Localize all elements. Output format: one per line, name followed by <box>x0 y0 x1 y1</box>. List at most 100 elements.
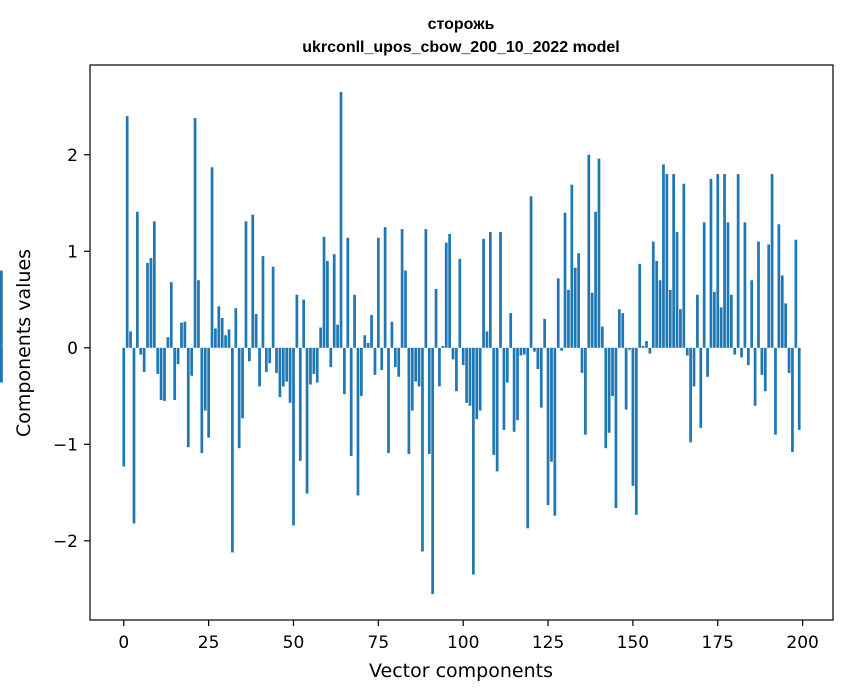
bar-103 <box>472 347 475 575</box>
bar-57 <box>315 347 319 383</box>
bar-143 <box>607 347 611 433</box>
bar-9 <box>152 221 156 348</box>
x-axis-label: Vector components <box>369 660 553 682</box>
bar-45 <box>275 347 278 373</box>
bar-183 <box>743 222 747 348</box>
bar-180 <box>733 347 737 355</box>
bar-undefined <box>0 347 3 383</box>
bar-39 <box>254 314 258 348</box>
bar-119 <box>526 347 530 529</box>
bar-164 <box>679 309 682 348</box>
bar-106 <box>482 238 485 348</box>
bar-5 <box>139 347 143 355</box>
bar-138 <box>590 292 594 348</box>
bar-4 <box>135 211 139 348</box>
bar-66 <box>346 237 350 348</box>
y-axis-label: Components values <box>13 249 35 437</box>
bar-51 <box>295 294 299 348</box>
bar-100 <box>461 347 465 366</box>
bar-75 <box>376 237 380 348</box>
bar-6 <box>142 347 146 372</box>
bar-125 <box>546 347 550 506</box>
bar-89 <box>424 229 428 348</box>
bar-149 <box>628 347 631 350</box>
bar-151 <box>634 347 638 515</box>
bar-187 <box>757 241 760 348</box>
x-tick-label: 100 <box>447 633 479 653</box>
bar-120 <box>529 196 533 348</box>
bar-63 <box>336 324 339 348</box>
bar-0 <box>122 347 126 467</box>
bar-34 <box>237 347 241 449</box>
bar-96 <box>448 233 451 348</box>
bar-154 <box>645 341 648 348</box>
bar-33 <box>234 308 238 348</box>
bar-2 <box>129 331 132 348</box>
bar-19 <box>186 347 190 448</box>
bar-80 <box>393 347 397 368</box>
y-tick-label: 1 <box>67 242 78 262</box>
bar-59 <box>322 236 326 348</box>
bar-140 <box>597 158 601 348</box>
bar-47 <box>281 347 285 387</box>
bar-93 <box>438 347 441 387</box>
bar-186 <box>753 347 757 406</box>
y-tick-label: −2 <box>53 532 78 552</box>
bar-77 <box>383 227 387 348</box>
bar-169 <box>696 294 699 348</box>
bar-8 <box>149 258 153 348</box>
bar-192 <box>774 347 777 435</box>
bar-122 <box>536 347 540 370</box>
bar-111 <box>499 231 502 348</box>
bar-102 <box>468 347 472 406</box>
bar-160 <box>665 174 669 348</box>
bar-16 <box>176 347 180 365</box>
bar-53 <box>302 299 306 348</box>
bar-42 <box>264 347 268 372</box>
bar-71 <box>363 335 367 348</box>
bar-62 <box>332 254 336 348</box>
bar-14 <box>169 282 173 348</box>
bar-197 <box>791 347 794 453</box>
bar-30 <box>224 335 227 348</box>
bar-134 <box>577 253 580 348</box>
bar-115 <box>512 347 516 432</box>
bar-104 <box>475 347 479 420</box>
bar-177 <box>723 174 726 348</box>
bar-10 <box>156 347 160 374</box>
bar-82 <box>400 229 404 348</box>
bar-85 <box>410 347 414 411</box>
bar-64 <box>339 92 343 348</box>
bar-88 <box>421 347 424 552</box>
bar-26 <box>210 167 214 348</box>
bar-76 <box>380 347 384 371</box>
bar-31 <box>227 329 231 348</box>
bar-undefined <box>0 270 3 348</box>
bar-191 <box>770 174 774 348</box>
bar-108 <box>488 231 492 348</box>
bar-35 <box>241 347 244 419</box>
bar-126 <box>550 347 553 462</box>
bar-67 <box>349 347 353 456</box>
bar-148 <box>624 347 628 410</box>
bar-144 <box>611 347 614 397</box>
bar-159 <box>662 164 665 348</box>
bar-141 <box>601 326 604 348</box>
bar-178 <box>726 222 730 348</box>
bar-20 <box>190 347 194 376</box>
bar-38 <box>251 214 255 348</box>
bar-147 <box>621 313 625 348</box>
bar-15 <box>173 347 177 400</box>
bar-32 <box>231 347 234 553</box>
bar-60 <box>326 260 329 348</box>
bar-153 <box>641 345 645 348</box>
bar-65 <box>343 347 346 395</box>
x-tick-label: 75 <box>368 633 390 653</box>
bar-79 <box>390 321 394 348</box>
bar-11 <box>159 347 163 400</box>
bar-175 <box>716 174 720 348</box>
bar-13 <box>166 337 170 348</box>
bar-118 <box>522 347 526 355</box>
bar-12 <box>163 347 166 401</box>
bar-46 <box>278 347 282 398</box>
